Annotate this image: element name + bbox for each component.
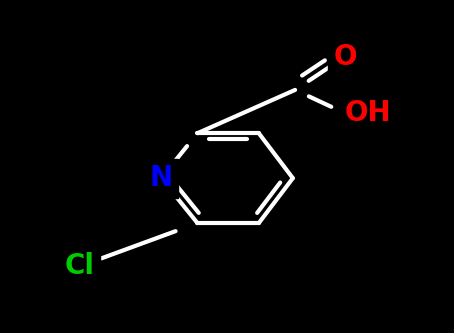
Text: O: O: [333, 43, 357, 71]
Text: N: N: [150, 164, 173, 192]
Text: OH: OH: [345, 99, 392, 127]
Text: Cl: Cl: [64, 252, 94, 280]
